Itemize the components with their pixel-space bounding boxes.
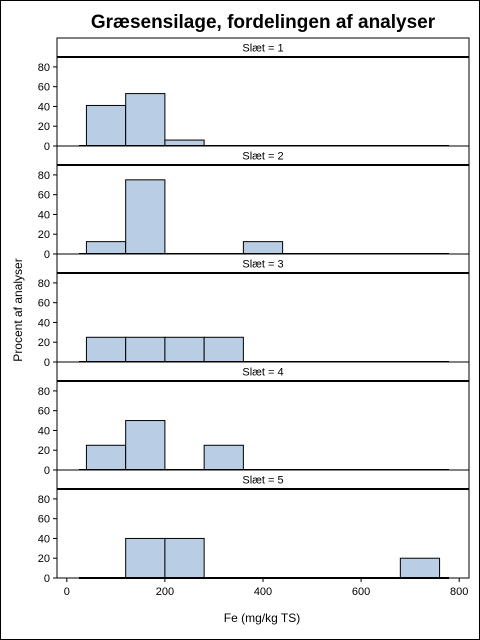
- y-tick-label: 0: [44, 357, 50, 369]
- x-axis-label: Fe (mg/kg TS): [224, 611, 300, 625]
- y-tick-label: 80: [38, 62, 50, 74]
- histogram-bar: [85, 241, 127, 255]
- histogram-bar: [242, 241, 284, 255]
- histogram-bar: [164, 537, 205, 579]
- histogram-bar: [85, 444, 127, 471]
- y-tick-label: 0: [44, 573, 50, 585]
- panel-plot-area: [56, 164, 470, 255]
- histogram-bar: [125, 93, 166, 147]
- y-tick-label: 60: [38, 406, 50, 418]
- y-tick-label: 80: [38, 278, 50, 290]
- y-tick-label: 20: [38, 445, 50, 457]
- y-tick-label: 0: [44, 141, 50, 153]
- histogram-bar: [85, 336, 127, 363]
- y-tick-label: 0: [44, 465, 50, 477]
- y-tick-label: 60: [38, 82, 50, 94]
- histogram-bar: [203, 444, 244, 471]
- x-tick-label: 0: [64, 586, 70, 598]
- panel-strip-label: Slæt = 5: [242, 475, 283, 487]
- histogram-bar: [125, 420, 166, 471]
- y-axis-label: Procent af analyser: [11, 258, 25, 361]
- y-tick-label: 0: [44, 249, 50, 261]
- panel-strip-label: Slæt = 1: [242, 43, 283, 55]
- y-tick-label: 20: [38, 121, 50, 133]
- histogram-bar: [399, 557, 441, 579]
- panel-2: Slæt = 2 0 20 40 60 80: [38, 145, 470, 261]
- y-tick-label: 40: [38, 101, 50, 113]
- panel-1: Slæt = 1 0 20 40 60 80: [38, 37, 470, 153]
- y-tick-label: 40: [38, 425, 50, 437]
- histogram-bar: [125, 336, 166, 363]
- histogram-bar: [85, 104, 127, 147]
- y-tick-label: 40: [38, 317, 50, 329]
- x-tick-label: 200: [156, 586, 174, 598]
- panel-strip-label: Slæt = 3: [242, 259, 283, 271]
- y-tick-label: 80: [38, 386, 50, 398]
- histogram-bar: [125, 537, 166, 579]
- y-tick-label: 20: [38, 553, 50, 565]
- panel-3: Slæt = 3 0 20 40 60 80: [38, 253, 470, 369]
- y-tick-label: 40: [38, 209, 50, 221]
- y-tick-label: 80: [38, 170, 50, 182]
- y-tick-label: 80: [38, 494, 50, 506]
- y-tick-label: 40: [38, 533, 50, 545]
- x-tick-label: 600: [352, 586, 370, 598]
- panel-5: Slæt = 5 0 20 40 60 80: [38, 469, 470, 585]
- x-tick-label: 800: [450, 586, 468, 598]
- y-tick-label: 20: [38, 229, 50, 241]
- histogram-bar: [125, 179, 166, 255]
- histogram-bar: [164, 336, 205, 363]
- panel-4: Slæt = 4 0 20 40 60 80: [38, 361, 470, 477]
- panel-strip-label: Slæt = 4: [242, 367, 283, 379]
- histogram-bar: [203, 336, 244, 363]
- y-tick-label: 60: [38, 298, 50, 310]
- y-tick-label: 60: [38, 514, 50, 526]
- y-tick-label: 60: [38, 190, 50, 202]
- chart-title: Græsensilage, fordelingen af analyser: [91, 12, 436, 33]
- panel-strip-label: Slæt = 2: [242, 151, 283, 163]
- x-tick-label: 400: [254, 586, 272, 598]
- y-tick-label: 20: [38, 337, 50, 349]
